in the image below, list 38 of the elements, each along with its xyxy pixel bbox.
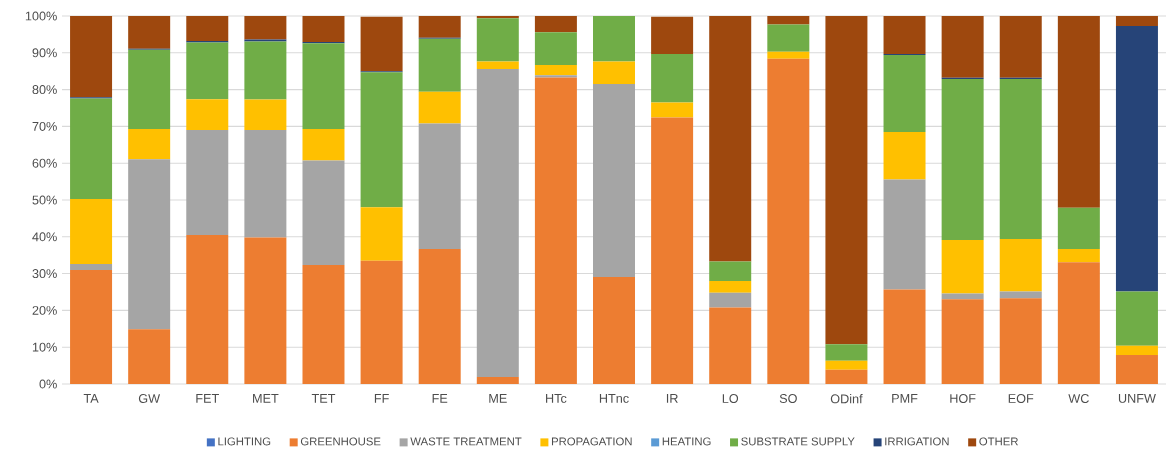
legend-label: OTHER	[979, 437, 1018, 446]
legend-label: HEATING	[662, 437, 711, 446]
x-tick-label: MET	[253, 394, 279, 403]
x-tick-label: TA	[83, 394, 99, 403]
legend-label: PROPAGATION	[551, 437, 632, 446]
x-tick-label: PMF	[892, 394, 918, 403]
y-tick-label: 30%	[32, 269, 57, 279]
legend-label: SUBSTRATE SUPPLY	[741, 437, 855, 446]
legend-label: LIGHTING	[218, 437, 271, 446]
y-tick-label: 90%	[32, 48, 57, 58]
y-tick-label: 100%	[25, 11, 57, 21]
legend-label: WASTE TREATMENT	[410, 437, 522, 446]
legend-label: GREENHOUSE	[300, 437, 381, 446]
y-tick-label: 40%	[32, 232, 57, 242]
x-tick-label: ME	[489, 394, 507, 403]
legend-label: IRRIGATION	[885, 437, 949, 446]
x-tick-label: FE	[432, 394, 448, 403]
x-tick-label: FET	[196, 394, 219, 403]
x-tick-label: UNFW	[1118, 394, 1156, 403]
y-tick-label: 50%	[32, 195, 57, 205]
y-tick-label: 0%	[39, 379, 57, 389]
y-tick-label: 20%	[32, 305, 57, 315]
y-tick-label: 60%	[32, 158, 57, 168]
x-tick-label: ODinf	[830, 394, 863, 404]
x-tick-label: LO	[722, 394, 739, 403]
x-tick-label: IR	[666, 394, 678, 403]
x-tick-label: TET	[311, 394, 336, 403]
y-tick-label: 80%	[32, 85, 57, 95]
x-tick-label: HTnc	[599, 394, 629, 403]
y-tick-label: 10%	[32, 342, 57, 352]
x-tick-label: SO	[779, 394, 797, 403]
x-tick-label: HOF	[950, 394, 976, 403]
x-tick-label: WC	[1068, 394, 1089, 403]
x-tick-label: EOF	[1008, 394, 1034, 403]
x-tick-label: GW	[138, 394, 161, 403]
x-tick-label: HTc	[546, 394, 567, 403]
x-tick-label: FF	[374, 394, 389, 403]
y-tick-label: 70%	[32, 121, 57, 131]
